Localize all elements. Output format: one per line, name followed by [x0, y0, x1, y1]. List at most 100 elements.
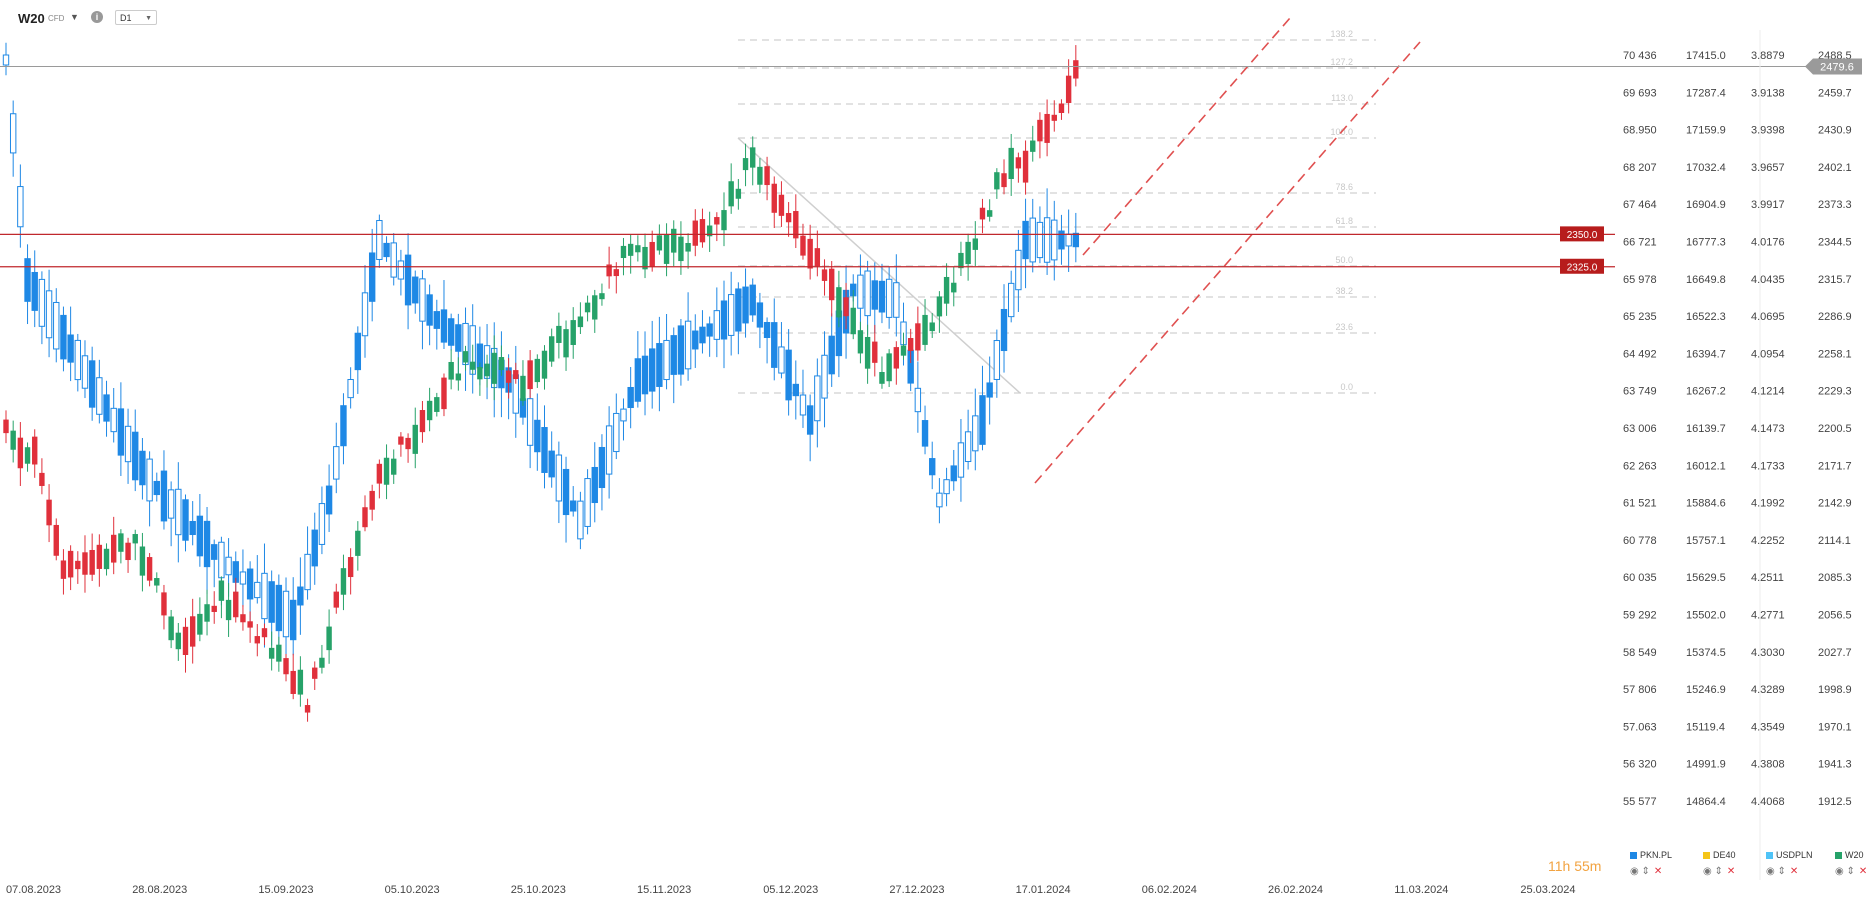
w20-candle	[1044, 113, 1050, 143]
pkn-candle	[713, 310, 721, 340]
pkn-candle	[132, 431, 139, 481]
pkn-candle	[763, 321, 771, 339]
eye-icon[interactable]: ◉	[1835, 866, 1844, 877]
pkn-candle	[404, 254, 412, 306]
pkn-candle	[1029, 217, 1036, 263]
legend-controls[interactable]: ◉ ⇕ ✕	[1766, 866, 1798, 877]
close-icon[interactable]: ✕	[1653, 866, 1663, 877]
w20-candle	[419, 410, 426, 433]
eye-icon[interactable]: ◉	[1766, 866, 1775, 877]
x-tick-label: 06.02.2024	[1142, 884, 1197, 896]
pkn-candle	[570, 500, 577, 512]
sort-icon[interactable]: ⇕	[1714, 866, 1723, 877]
axis-tick-pkn-pl: 66 721	[1623, 237, 1657, 249]
close-icon[interactable]: ✕	[1789, 866, 1799, 877]
legend-controls[interactable]: ◉ ⇕ ✕	[1630, 866, 1662, 877]
pkn-candle	[814, 375, 821, 422]
w20-candle	[3, 419, 9, 434]
pkn-candle	[562, 468, 570, 516]
legend-item-pkn-pl[interactable]: PKN.PL ◉ ⇕ ✕	[1630, 850, 1672, 877]
legend-swatch	[1703, 852, 1710, 860]
eye-icon[interactable]: ◉	[1630, 866, 1639, 877]
pkn-candle	[96, 377, 103, 415]
pkn-candle	[613, 412, 620, 453]
axis-tick-de40: 14864.4	[1686, 796, 1726, 808]
axis-tick-pkn-pl: 62 263	[1623, 460, 1657, 472]
chevron-down-icon[interactable]: ▼	[70, 12, 79, 22]
axis-tick-de40: 15884.6	[1686, 498, 1726, 510]
x-tick-label: 28.08.2023	[132, 884, 187, 896]
w20-candle	[663, 234, 670, 264]
legend-item-w20[interactable]: W20 ◉ ⇕ ✕	[1835, 850, 1866, 877]
pkn-candle	[440, 309, 448, 343]
pkn-candle	[677, 325, 685, 375]
pkn-candle	[211, 544, 218, 560]
pkn-candle	[1051, 219, 1058, 261]
sort-icon[interactable]: ⇕	[1777, 866, 1786, 877]
pkn-candle	[706, 323, 713, 337]
w20-candle	[951, 282, 957, 293]
pkn-candle	[167, 489, 175, 519]
w20-candle	[872, 341, 878, 363]
pkn-candle	[304, 553, 311, 591]
w20-candle	[340, 568, 347, 595]
close-icon[interactable]: ✕	[1726, 866, 1736, 877]
pkn-candle	[742, 286, 749, 324]
axis-tick-w20: 2373.3	[1818, 199, 1852, 211]
x-tick-label: 15.09.2023	[258, 884, 313, 896]
pkn-candle	[778, 346, 785, 374]
axis-tick-usdpln: 4.0954	[1751, 348, 1785, 360]
axis-tick-w20: 1998.9	[1818, 684, 1852, 696]
pkn-candle	[175, 488, 182, 536]
pkn-candle	[426, 294, 433, 326]
legend-controls[interactable]: ◉ ⇕ ✕	[1703, 866, 1735, 877]
w20-candle	[297, 669, 304, 695]
w20-candle	[304, 705, 311, 713]
axis-tick-pkn-pl: 56 320	[1623, 759, 1657, 771]
w20-candle	[1051, 114, 1057, 121]
pkn-candle	[246, 568, 254, 600]
axis-tick-usdpln: 4.0176	[1751, 237, 1785, 249]
axis-tick-de40: 15757.1	[1686, 535, 1726, 547]
sort-icon[interactable]: ⇕	[1846, 866, 1855, 877]
w20-candle	[979, 207, 986, 220]
sort-icon[interactable]: ⇕	[1641, 866, 1650, 877]
w20-candle	[764, 166, 770, 186]
w20-candle	[182, 626, 189, 655]
w20-candle	[333, 591, 339, 608]
pkn-candle	[146, 458, 153, 502]
w20-candle	[541, 350, 548, 379]
axis-tick-de40: 16139.7	[1686, 423, 1726, 435]
legend-item-usdpln[interactable]: USDPLN ◉ ⇕ ✕	[1766, 850, 1813, 877]
axis-tick-w20: 2171.7	[1818, 460, 1852, 472]
pkn-candle	[526, 398, 534, 446]
pkn-candle	[993, 340, 1001, 380]
pkn-candle	[340, 405, 347, 447]
legend-item-de40[interactable]: DE40 ◉ ⇕ ✕	[1703, 850, 1736, 877]
w20-candle	[448, 361, 454, 380]
w20-candle	[89, 549, 95, 575]
eye-icon[interactable]: ◉	[1703, 866, 1712, 877]
legend-label: W20	[1845, 850, 1864, 860]
close-icon[interactable]: ✕	[1858, 866, 1866, 877]
pkn-candle	[792, 383, 799, 397]
w20-candle	[721, 210, 727, 231]
w20-candle	[17, 437, 24, 469]
w20-candle	[211, 605, 217, 612]
w20-candle	[53, 524, 59, 556]
legend-controls[interactable]: ◉ ⇕ ✕	[1835, 866, 1866, 877]
timeframe-select[interactable]: D1 ▼	[115, 10, 157, 25]
w20-candle	[800, 235, 806, 256]
pkn-candle	[103, 394, 110, 422]
w20-candle	[383, 457, 390, 485]
w20-candle	[225, 599, 232, 621]
w20-candle	[1015, 157, 1022, 169]
x-tick-label: 07.08.2023	[6, 884, 61, 896]
symbol-name[interactable]: W20	[18, 11, 45, 26]
pkn-candle	[598, 446, 606, 489]
axis-tick-de40: 16522.3	[1686, 311, 1726, 323]
pkn-candle	[972, 415, 979, 452]
info-icon[interactable]: i	[91, 11, 103, 23]
w20-candle	[678, 236, 684, 262]
